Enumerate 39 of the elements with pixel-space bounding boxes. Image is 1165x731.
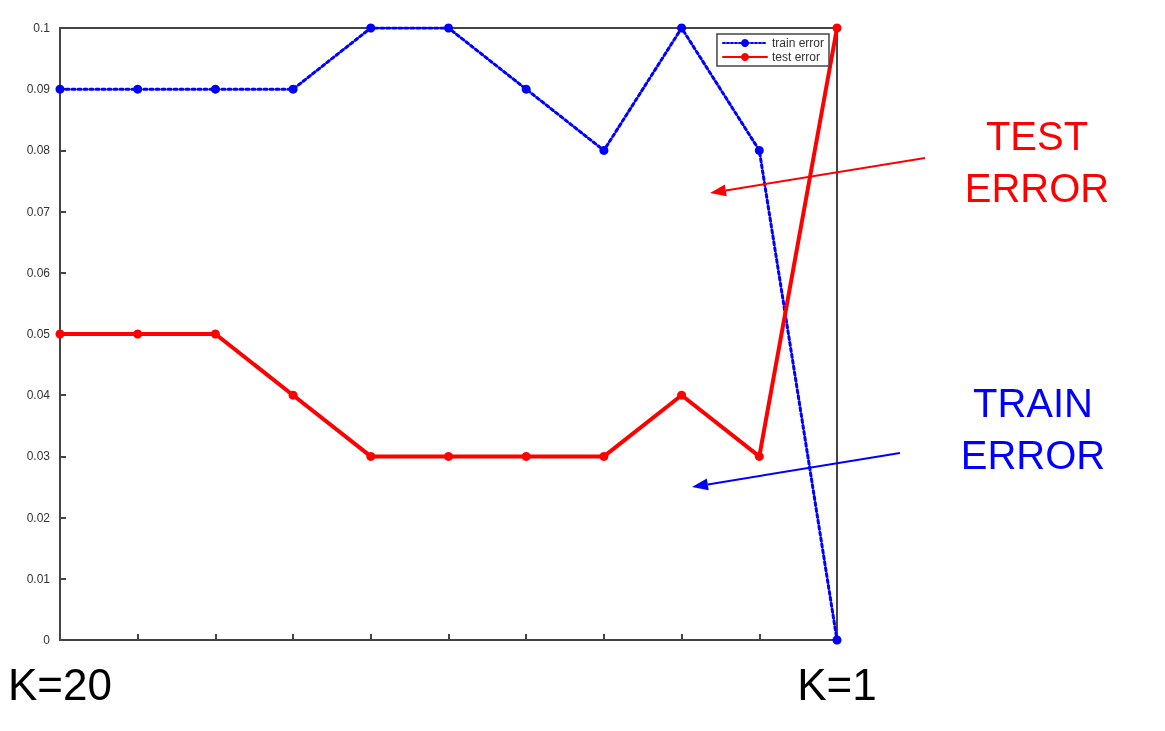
point (599, 145, 609, 155)
y-tick-label: 0.08 (26, 143, 51, 158)
point (210, 84, 220, 94)
point (288, 390, 298, 400)
point (366, 451, 376, 461)
point (521, 84, 531, 94)
legend-label: test error (771, 50, 820, 64)
x-tick-label: K=20 (8, 659, 112, 709)
y-tick-label: 0.06 (26, 265, 51, 280)
y-tick-label: 0 (43, 633, 51, 647)
y-tick-label: 0.05 (26, 327, 51, 341)
point (55, 84, 65, 94)
point (55, 329, 65, 339)
y-tick-label: 0.04 (26, 388, 51, 403)
text: TEST ERROR (963, 113, 1111, 212)
point (677, 390, 687, 400)
point (210, 329, 220, 339)
point (444, 23, 453, 33)
y-tick-label: 0.09 (26, 82, 51, 97)
y-tick-label: 0.03 (26, 449, 51, 464)
point (366, 23, 376, 33)
point (444, 451, 453, 461)
x-tick-label: K=1 (797, 659, 877, 709)
point (133, 84, 143, 94)
point (832, 23, 842, 33)
point (754, 145, 764, 155)
point (133, 329, 143, 339)
point (677, 23, 687, 33)
point (521, 451, 531, 461)
point (832, 635, 842, 645)
y-tick-label: 0.02 (26, 510, 51, 525)
y-tick-label: 0.1 (33, 21, 51, 35)
legend-label: train error (771, 36, 824, 50)
y-tick-label: 0.07 (26, 204, 51, 219)
y-tick-label: 0.01 (26, 571, 51, 586)
point (599, 451, 609, 461)
text: TRAIN ERROR (959, 380, 1107, 479)
point (288, 84, 298, 94)
point (754, 451, 764, 461)
